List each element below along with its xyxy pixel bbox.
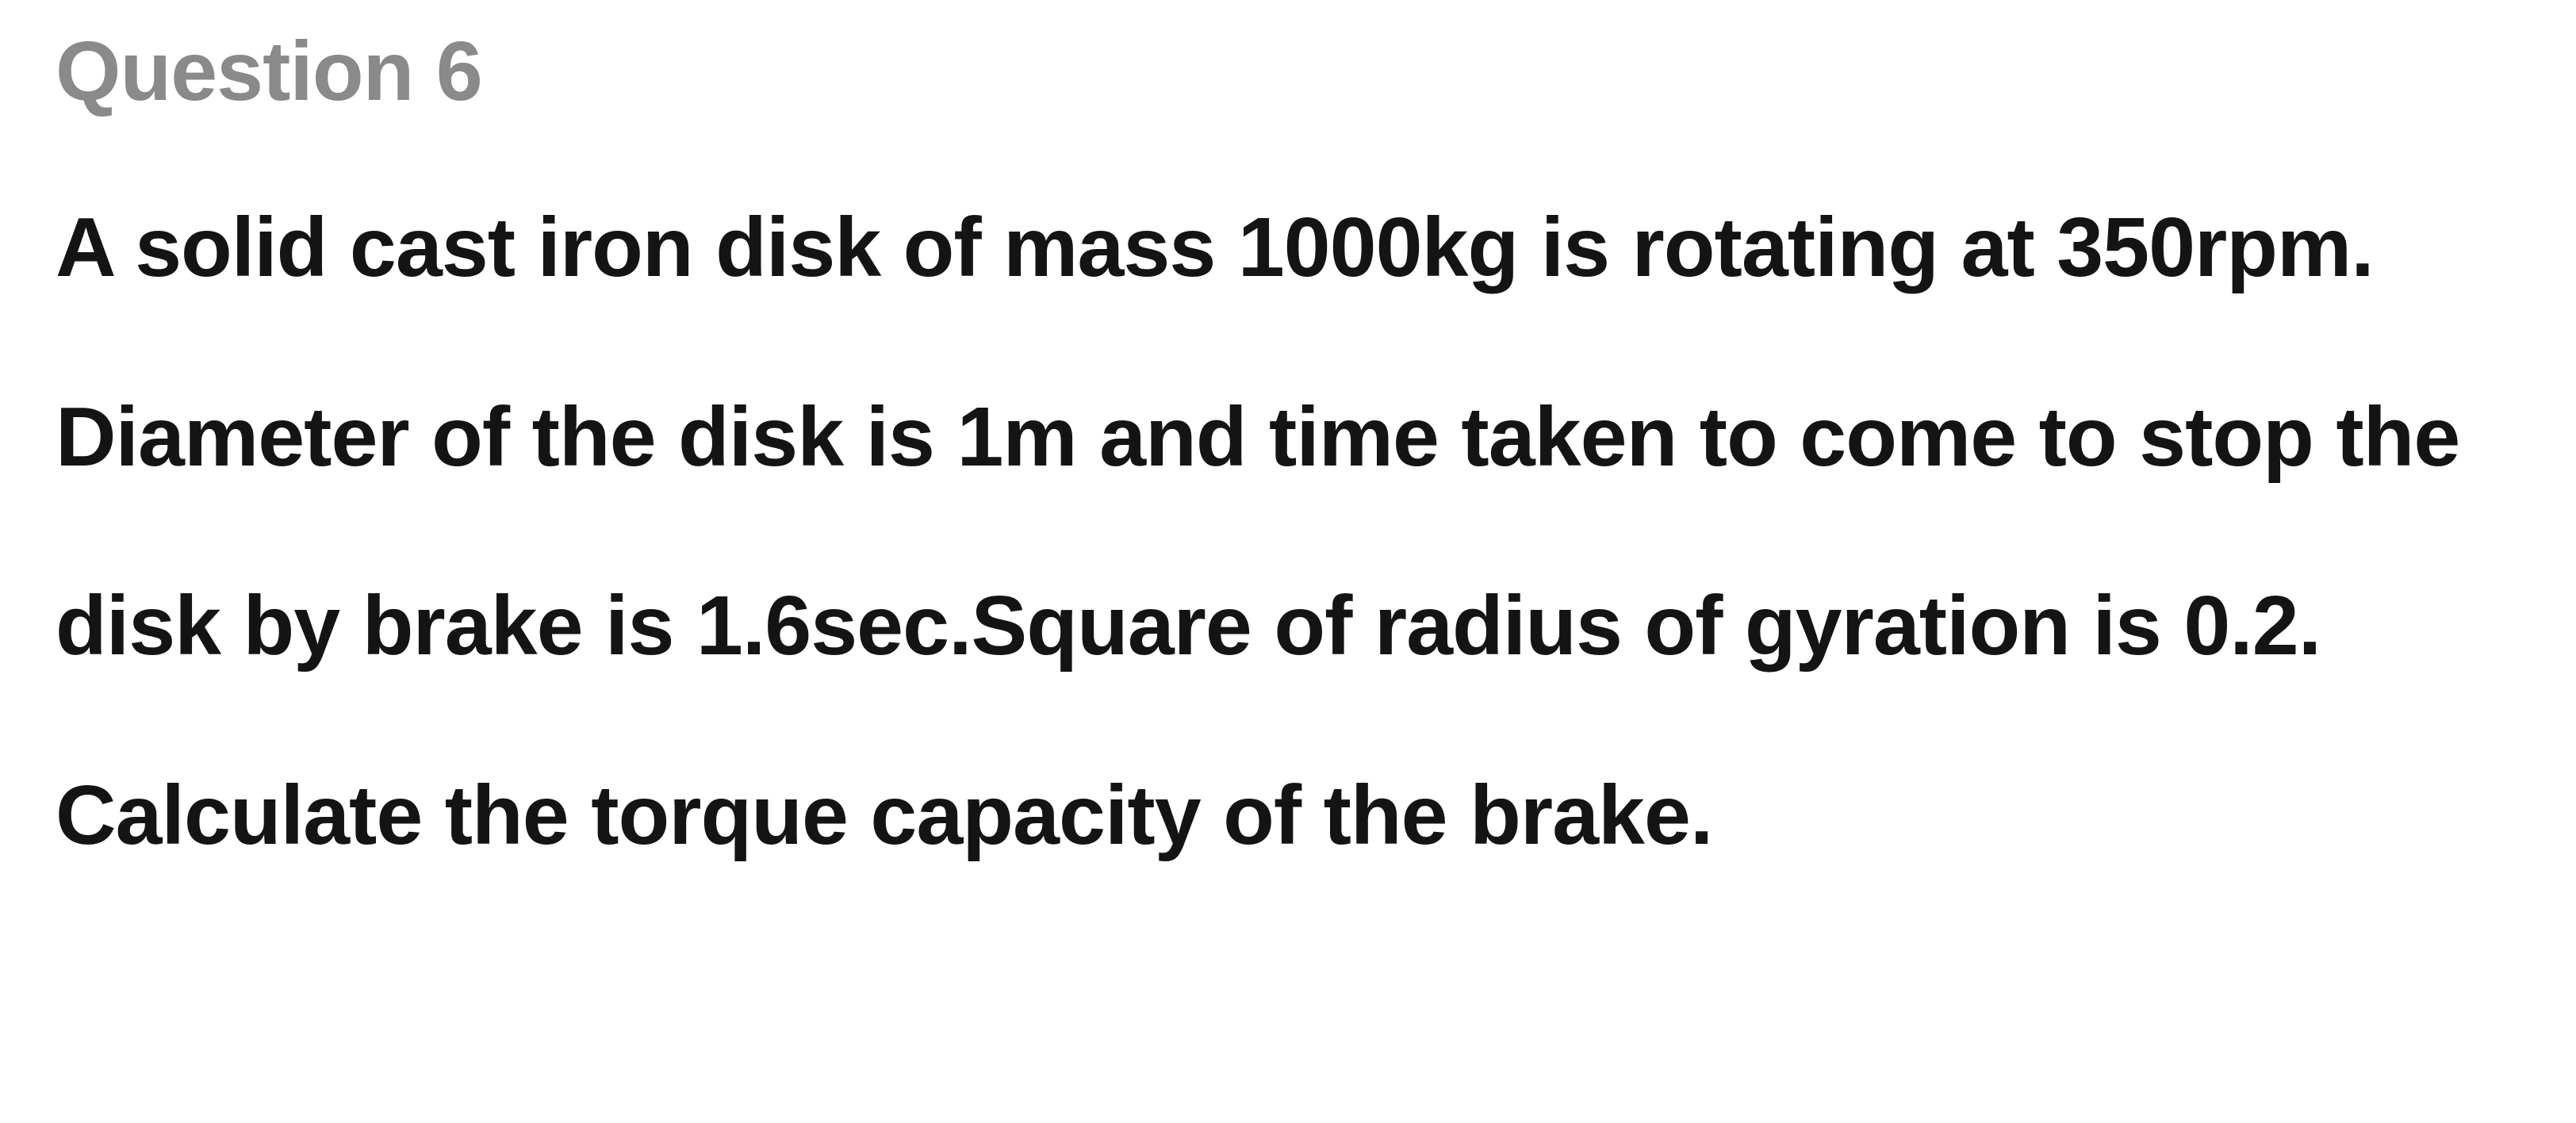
question-body: A solid cast iron disk of mass 1000kg is… [56, 153, 2514, 910]
question-label: Question 6 [56, 24, 2528, 120]
